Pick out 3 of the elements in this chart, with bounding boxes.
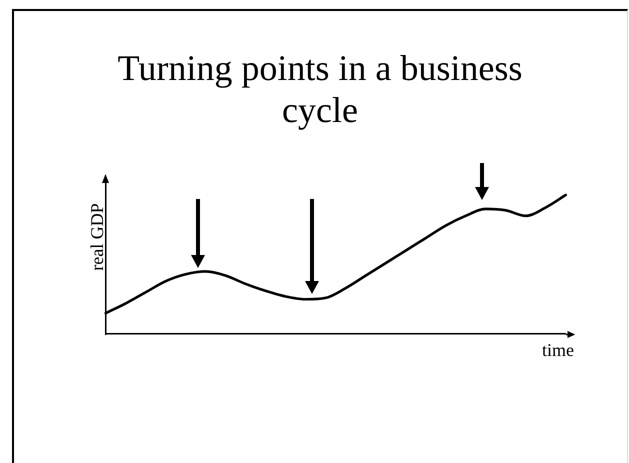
- chart-title: Turning points in a business cycle: [116, 47, 524, 131]
- y-axis-title: real GDP: [87, 203, 107, 271]
- x-axis-title: time: [542, 340, 574, 360]
